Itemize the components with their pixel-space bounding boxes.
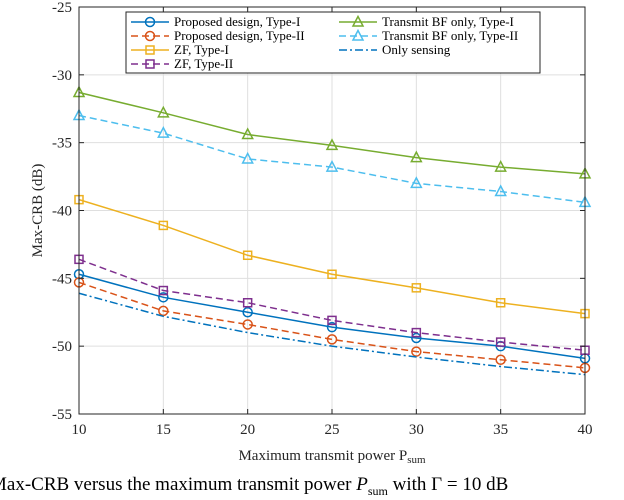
- data-point: [242, 250, 253, 261]
- legend-item-7: Only sensing: [339, 42, 451, 57]
- legend-label: Transmit BF only, Type-I: [382, 14, 514, 29]
- y-axis-label: Max-CRB (dB): [30, 164, 46, 258]
- series-6: [72, 108, 592, 208]
- legend: Proposed design, Type-I Transmit BF only,…: [125, 11, 541, 74]
- y-tick-label: -50: [52, 339, 72, 355]
- data-point: [158, 292, 169, 303]
- data-point: [242, 307, 253, 318]
- data-point: [158, 305, 169, 317]
- y-tick-label: -45: [52, 271, 72, 287]
- legend-marker: [144, 30, 156, 42]
- data-point: [495, 354, 506, 365]
- series-line: [78, 91, 586, 175]
- series-line: [78, 281, 586, 369]
- caption-text-1: Max-CRB versus the maximum transmit powe…: [0, 474, 357, 495]
- data-point: [325, 138, 339, 151]
- legend-item-6: Transmit BF only, Type-II: [339, 28, 518, 43]
- caption-var: P: [356, 474, 368, 495]
- legend-item-2: Proposed design, Type-II: [131, 28, 305, 43]
- data-point: [411, 283, 422, 293]
- series-7: [78, 292, 586, 376]
- legend-label: Transmit BF only, Type-II: [382, 28, 518, 43]
- y-tick-label: -40: [52, 204, 72, 220]
- x-axis-label: Maximum transmit power Psum: [238, 448, 426, 466]
- series-line: [78, 258, 586, 351]
- x-tick-label: 15: [156, 422, 171, 438]
- data-point: [241, 127, 254, 140]
- data-point: [157, 126, 170, 138]
- x-tick-label: 30: [409, 422, 424, 438]
- legend-marker: [351, 14, 365, 27]
- legend-box: [125, 11, 541, 74]
- data-point: [325, 159, 339, 172]
- data-point: [158, 220, 169, 231]
- series-line: [78, 114, 586, 204]
- x-tick-label: 40: [578, 422, 593, 438]
- series-5: [72, 85, 592, 179]
- x-tick-label: 20: [240, 422, 255, 438]
- data-point: [411, 327, 422, 338]
- legend-marker: [145, 59, 155, 69]
- data-point: [326, 334, 338, 345]
- legend-label: ZF, Type-I: [174, 42, 229, 57]
- figure-caption: Max-CRB versus the maximum transmit powe…: [0, 472, 624, 500]
- data-point: [410, 176, 423, 189]
- data-point: [157, 105, 170, 118]
- data-point: [327, 269, 337, 280]
- data-point: [242, 298, 253, 308]
- data-point: [326, 321, 338, 333]
- legend-label: Proposed design, Type-I: [174, 14, 300, 29]
- legend-item-4: ZF, Type-II: [131, 56, 233, 71]
- caption-text-3: = 10 dB: [442, 474, 509, 495]
- data-point: [411, 346, 422, 357]
- y-tick-label: -35: [52, 136, 72, 152]
- legend-item-5: Transmit BF only, Type-I: [339, 14, 514, 29]
- legend-item-3: ZF, Type-I: [131, 42, 229, 57]
- caption-text-2: with: [387, 474, 432, 495]
- data-point: [410, 150, 423, 163]
- data-point: [495, 298, 506, 308]
- series-3: [74, 194, 590, 319]
- series-line: [78, 198, 586, 315]
- data-point: [241, 151, 254, 164]
- data-point: [494, 159, 507, 172]
- legend-label: Only sensing: [382, 42, 451, 57]
- x-tick-label: 10: [72, 422, 87, 438]
- data-point: [158, 285, 169, 296]
- x-axis-label-subscript: sum: [407, 454, 426, 466]
- legend-marker: [144, 16, 156, 28]
- data-point: [494, 184, 507, 197]
- y-tick-label: -25: [52, 0, 72, 16]
- legend-label: Proposed design, Type-II: [174, 28, 305, 43]
- series-line: [78, 292, 586, 376]
- data-point: [495, 337, 506, 347]
- y-tick-label: -55: [52, 407, 72, 423]
- y-tick-label: -30: [52, 68, 72, 84]
- data-point: [411, 332, 422, 344]
- legend-marker: [351, 28, 365, 41]
- legend-marker: [145, 45, 155, 55]
- max-crb-line-chart: 10 15 20 25 30 35 40 -25 -30 -35 -40 -45 -50 -55 Maxim…: [30, 0, 593, 466]
- data-point: [327, 315, 337, 326]
- caption-var-sub: sum: [367, 483, 388, 498]
- legend-item-1: Proposed design, Type-I: [131, 14, 300, 29]
- caption-gamma: Γ: [431, 474, 443, 495]
- x-tick-label: 35: [493, 422, 508, 438]
- x-tick-label: 25: [325, 422, 340, 438]
- legend-label: ZF, Type-II: [174, 56, 233, 71]
- data-point: [242, 319, 253, 330]
